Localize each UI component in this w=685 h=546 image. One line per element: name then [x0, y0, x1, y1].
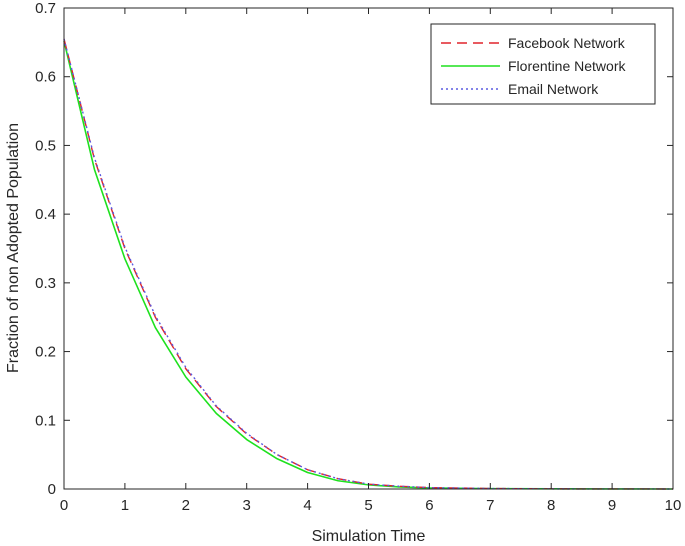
- series-line-facebook-network: [63, 38, 674, 490]
- y-tick-label: 0.4: [35, 206, 56, 223]
- legend-label: Email Network: [508, 81, 599, 97]
- y-tick-label: 0.1: [35, 412, 56, 429]
- x-tick-label: 7: [486, 497, 494, 514]
- x-tick-label: 9: [608, 497, 616, 514]
- x-tick-label: 0: [60, 497, 68, 514]
- y-tick-label: 0.7: [35, 0, 56, 17]
- legend-label: Facebook Network: [508, 35, 626, 51]
- legend-box: [430, 23, 656, 105]
- x-tick-label: 8: [547, 497, 555, 514]
- x-tick-label: 2: [182, 497, 190, 514]
- y-axis: 0 0.1 0.2 0.3 0.4 0.5 0.6 0.7: [35, 0, 673, 498]
- x-tick-label: 10: [665, 497, 682, 514]
- x-axis-label: Simulation Time: [312, 528, 426, 545]
- x-tick-label: 5: [364, 497, 372, 514]
- y-tick-label: 0: [48, 481, 56, 498]
- x-tick-label: 1: [121, 497, 129, 514]
- x-tick-label: 3: [243, 497, 251, 514]
- x-tick-label: 6: [425, 497, 433, 514]
- y-tick-label: 0.5: [35, 137, 56, 154]
- y-tick-label: 0.2: [35, 344, 56, 361]
- x-axis: 0 1 2 3 4 5 6 7 8 9 10: [60, 8, 682, 514]
- y-tick-label: 0.3: [35, 275, 56, 292]
- y-axis-label: Fraction of non Adopted Population: [5, 123, 22, 373]
- legend: Facebook Network Florentine Network Email …: [430, 23, 656, 105]
- y-tick-label: 0.6: [35, 69, 56, 86]
- x-tick-label: 4: [303, 497, 311, 514]
- legend-label: Florentine Network: [508, 58, 626, 74]
